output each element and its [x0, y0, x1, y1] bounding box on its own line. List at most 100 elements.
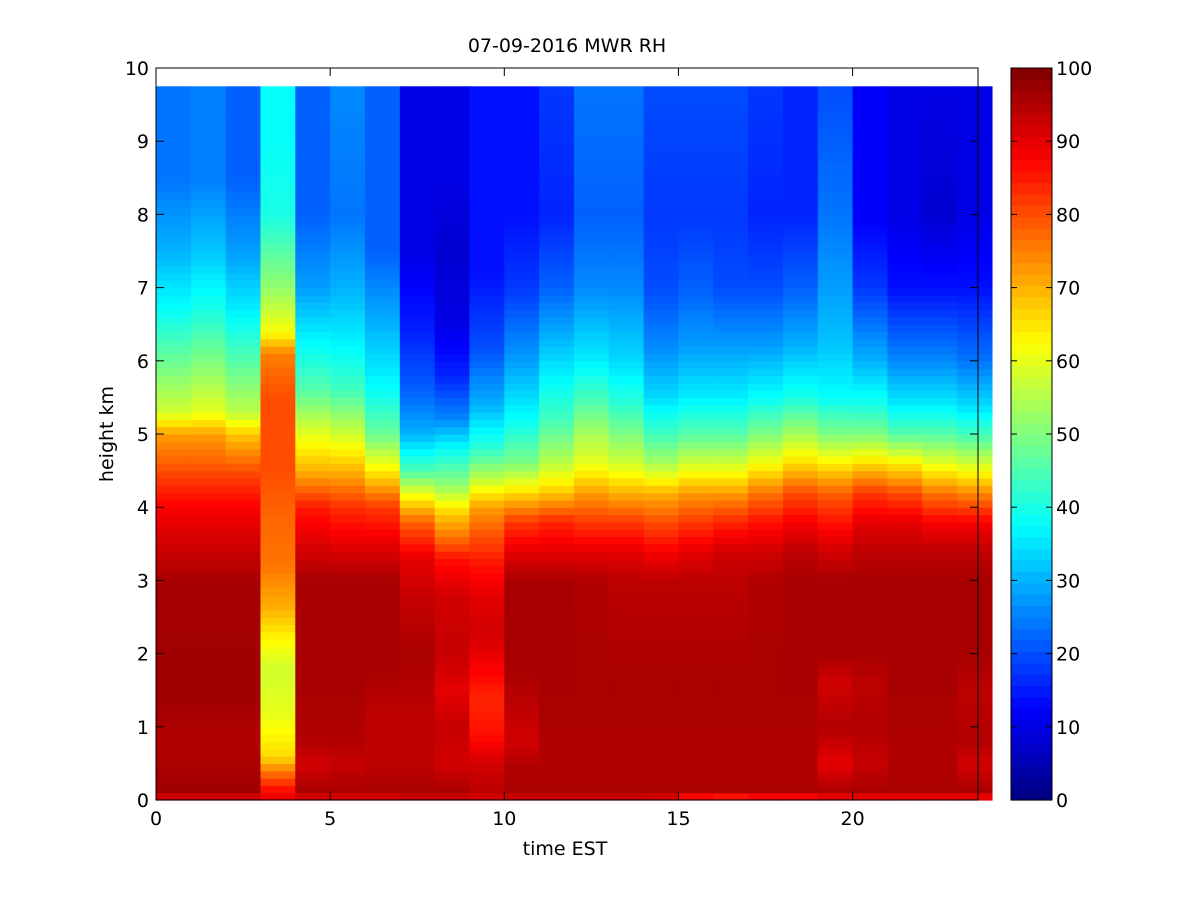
- heatmap-cell: [748, 631, 784, 640]
- heatmap-cell: [922, 141, 958, 150]
- heatmap-cell: [156, 86, 192, 91]
- heatmap-cell: [364, 229, 401, 237]
- heatmap-cell: [643, 192, 680, 201]
- heatmap-cell: [957, 690, 993, 699]
- heatmap-cell: [713, 646, 749, 655]
- heatmap-cell: [608, 104, 645, 113]
- heatmap-cell: [887, 477, 923, 486]
- heatmap-cell: [678, 587, 714, 596]
- heatmap-cell: [295, 441, 331, 450]
- heatmap-cell: [225, 236, 262, 245]
- heatmap-cell: [434, 89, 471, 98]
- heatmap-cell: [887, 434, 923, 442]
- heatmap-cell: [713, 770, 749, 779]
- heatmap-cell: [817, 353, 854, 362]
- heatmap-cell: [957, 185, 993, 194]
- heatmap-cell: [817, 368, 854, 377]
- heatmap-cell: [330, 712, 366, 721]
- heatmap-cell: [887, 638, 923, 647]
- heatmap-cell: [608, 499, 645, 508]
- heatmap-cell: [399, 324, 436, 333]
- heatmap-cell: [364, 404, 401, 413]
- heatmap-cell: [713, 302, 749, 311]
- heatmap-cell: [922, 382, 958, 391]
- heatmap-cell: [573, 199, 610, 208]
- heatmap-cell: [260, 360, 296, 369]
- heatmap-cell: [190, 412, 227, 420]
- heatmap-cell: [295, 756, 331, 764]
- heatmap-cell: [887, 704, 923, 713]
- heatmap-cell: [573, 324, 610, 333]
- heatmap-cell: [748, 382, 784, 391]
- heatmap-cell: [434, 792, 471, 801]
- heatmap-cell: [190, 397, 227, 406]
- y-tick-label: 0: [137, 790, 149, 812]
- heatmap-cell: [922, 97, 958, 106]
- heatmap-cell: [643, 404, 680, 413]
- heatmap-cell: [504, 712, 540, 721]
- heatmap-cell: [156, 368, 192, 377]
- heatmap-cell: [260, 712, 296, 721]
- heatmap-cell: [504, 631, 540, 640]
- heatmap-cell: [364, 192, 401, 201]
- heatmap-cell: [782, 631, 819, 640]
- heatmap-cell: [399, 507, 436, 516]
- heatmap-cell: [608, 441, 645, 450]
- heatmap-cell: [852, 778, 889, 786]
- heatmap-cell: [887, 221, 923, 230]
- heatmap-cell: [573, 734, 610, 743]
- heatmap-cell: [748, 778, 784, 786]
- heatmap-cell: [817, 375, 854, 384]
- heatmap-cell: [678, 565, 714, 574]
- heatmap-cell: [434, 660, 471, 669]
- heatmap-cell: [295, 265, 331, 274]
- heatmap-cell: [539, 397, 575, 406]
- heatmap-cell: [782, 148, 819, 157]
- heatmap-cell: [643, 316, 680, 325]
- heatmap-cell: [817, 272, 854, 281]
- heatmap-cell: [399, 624, 436, 633]
- heatmap-cell: [817, 580, 854, 589]
- heatmap-cell: [190, 404, 227, 413]
- chart-title: 07-09-2016 MWR RH: [468, 35, 666, 57]
- heatmap-cell: [852, 185, 889, 194]
- heatmap-cell: [643, 477, 680, 486]
- heatmap-cell: [748, 668, 784, 677]
- heatmap-cell: [504, 426, 540, 435]
- heatmap-cell: [364, 726, 401, 735]
- heatmap-cell: [156, 419, 192, 428]
- heatmap-cell: [887, 573, 923, 581]
- heatmap-cell: [469, 675, 505, 684]
- colorbar-swatch: [1011, 742, 1052, 755]
- heatmap-cell: [573, 543, 610, 552]
- heatmap-cell: [782, 185, 819, 194]
- heatmap-cell: [748, 141, 784, 150]
- heatmap-cell: [260, 778, 296, 786]
- heatmap-cell: [887, 404, 923, 413]
- heatmap-cell: [782, 280, 819, 289]
- heatmap-cell: [922, 719, 958, 728]
- heatmap-cell: [817, 133, 854, 142]
- heatmap-cell: [922, 638, 958, 647]
- heatmap-cell: [887, 514, 923, 523]
- x-tick-label: 20: [841, 808, 865, 830]
- heatmap-cell: [260, 426, 296, 435]
- heatmap-cell: [782, 507, 819, 516]
- heatmap-cell: [678, 390, 714, 398]
- heatmap-cell: [504, 133, 540, 142]
- heatmap-cell: [887, 280, 923, 289]
- heatmap-cell: [364, 170, 401, 179]
- heatmap-cell: [887, 316, 923, 325]
- heatmap-cell: [678, 477, 714, 486]
- heatmap-cell: [504, 368, 540, 377]
- heatmap-cell: [922, 265, 958, 274]
- heatmap-cell: [922, 712, 958, 721]
- heatmap-cell: [713, 668, 749, 677]
- heatmap-cell: [330, 492, 366, 501]
- heatmap-cell: [608, 565, 645, 574]
- heatmap-cell: [957, 419, 993, 428]
- heatmap-cell: [852, 770, 889, 779]
- y-axis-label: height km: [96, 386, 118, 482]
- heatmap-cell: [678, 309, 714, 318]
- colorbar-swatch: [1011, 102, 1052, 115]
